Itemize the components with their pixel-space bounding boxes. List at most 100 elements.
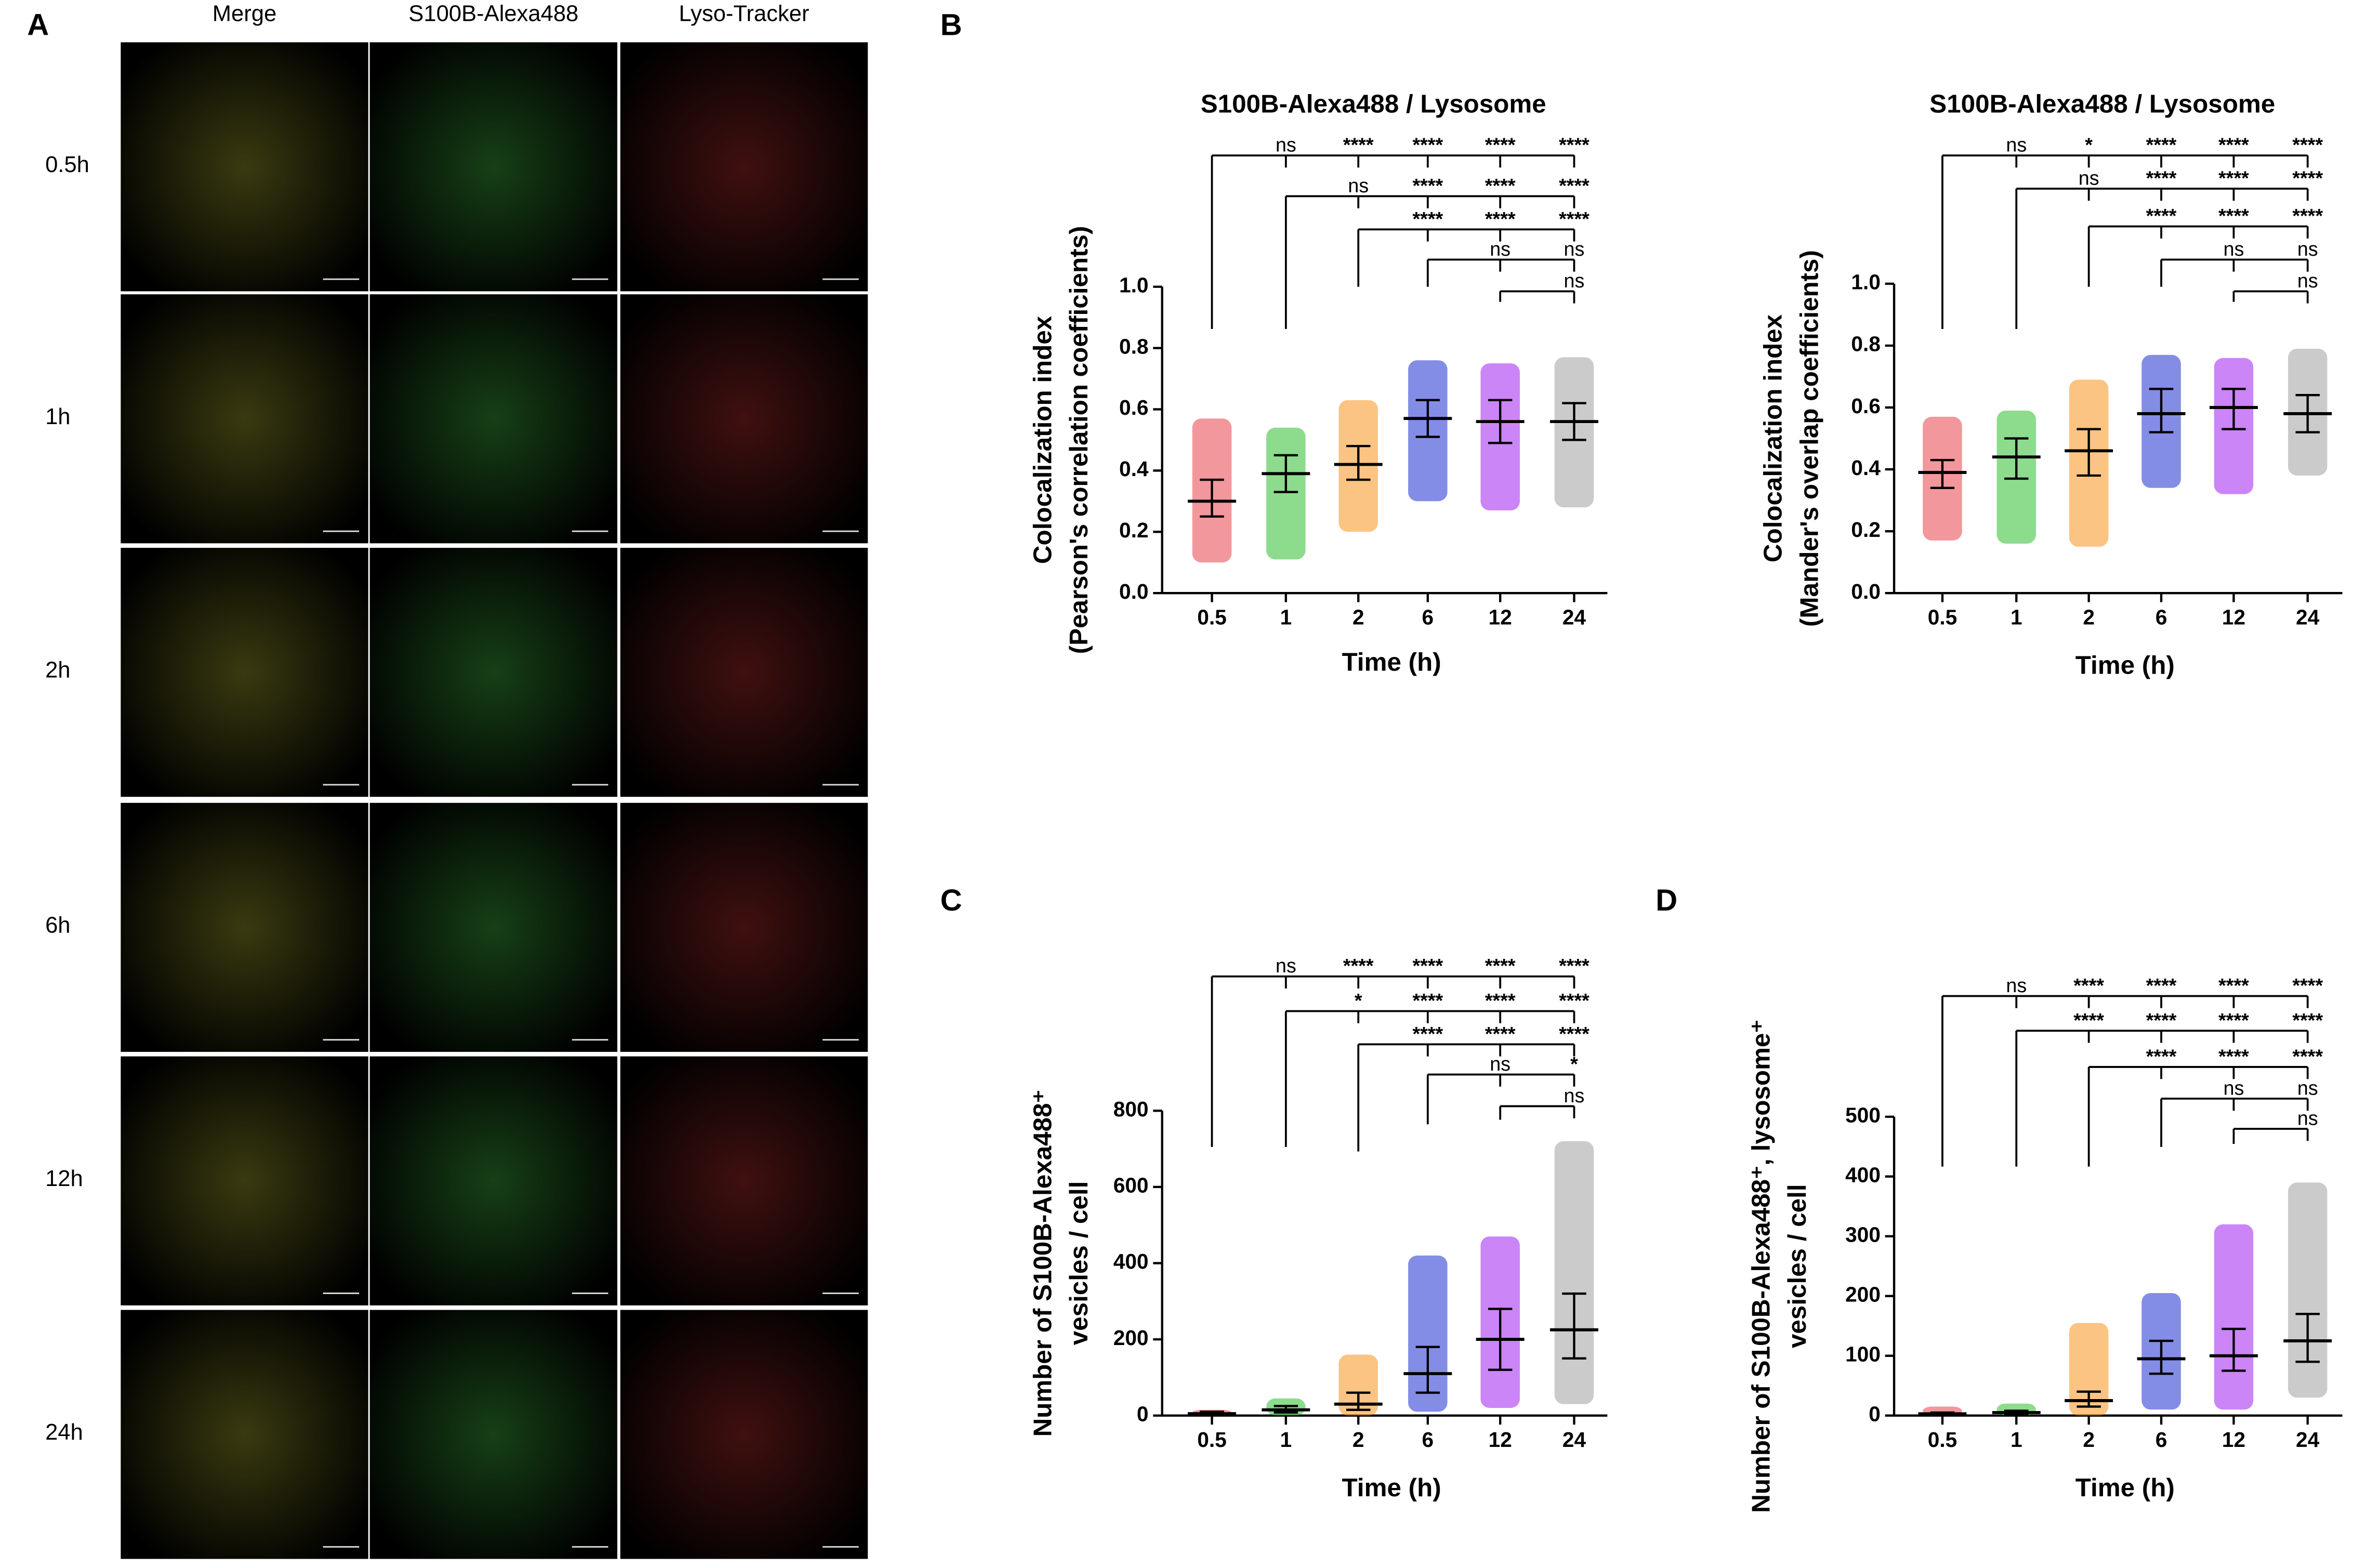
- y-axis-label: (Pearson's correlation coefficients): [1065, 226, 1093, 654]
- significance-label: ****: [1412, 990, 1443, 1011]
- significance-label: ****: [2146, 167, 2177, 189]
- y-axis-label: vesicles / cell: [1783, 1184, 1811, 1348]
- row-label: 0.5h: [45, 152, 89, 177]
- x-axis-label: Time (h): [2075, 651, 2175, 679]
- significance-label: ns: [2297, 1108, 2318, 1129]
- significance-label: ****: [2218, 1045, 2249, 1067]
- panel-label: D: [1656, 884, 1677, 917]
- micrograph: [620, 294, 868, 544]
- significance-label: ****: [1485, 208, 1516, 230]
- significance-label: ****: [2218, 1009, 2249, 1031]
- micrograph: [370, 1310, 617, 1559]
- y-tick-label: 0.0: [1119, 579, 1149, 603]
- significance-label: ****: [1485, 1023, 1516, 1045]
- significance-label: ****: [2292, 974, 2323, 996]
- x-axis-label: Time (h): [1342, 1473, 1441, 1502]
- micrograph: [121, 1310, 369, 1559]
- y-tick-label: 200: [1113, 1326, 1149, 1350]
- significance-label: ****: [2292, 1009, 2323, 1031]
- significance-label: ns: [2223, 1077, 2244, 1099]
- significance-label: ****: [2292, 134, 2323, 156]
- x-tick-label: 24: [2296, 605, 2320, 629]
- micrograph: [370, 42, 617, 292]
- panel-label: A: [27, 8, 49, 42]
- significance-label: ns: [1564, 1085, 1585, 1106]
- x-tick-label: 6: [1422, 1428, 1434, 1452]
- x-tick-label: 2: [2083, 1428, 2095, 1452]
- significance-label: ****: [2146, 134, 2177, 156]
- significance-label: ns: [2006, 134, 2027, 156]
- significance-label: ****: [1559, 208, 1589, 230]
- column-header: Lyso-Tracker: [679, 2, 809, 27]
- y-tick-label: 0.2: [1851, 518, 1881, 542]
- y-tick-label: 0: [1137, 1402, 1149, 1426]
- significance-label: ns: [2079, 167, 2099, 189]
- x-tick-label: 2: [1352, 1428, 1364, 1452]
- x-tick-label: 1: [2011, 605, 2022, 629]
- significance-label: ****: [1343, 134, 1374, 156]
- chart-title: S100B-Alexa488 / Lysosome: [1201, 89, 1546, 118]
- x-tick-label: 24: [1562, 1428, 1586, 1452]
- y-axis-label: Number of S100B-Alexa488⁺, lysosome⁺: [1746, 1020, 1775, 1513]
- micrograph: [370, 548, 617, 797]
- y-axis-label: Number of S100B-Alexa488⁺: [1028, 1089, 1057, 1437]
- significance-label: ****: [1343, 955, 1374, 977]
- significance-label: ****: [1412, 1023, 1443, 1045]
- row-label: 6h: [45, 913, 70, 938]
- x-tick-label: 2: [2083, 605, 2095, 629]
- chart-title: S100B-Alexa488 / Lysosome: [1929, 89, 2275, 118]
- x-tick-label: 2: [1352, 605, 1364, 629]
- y-tick-label: 500: [1845, 1103, 1881, 1127]
- y-tick-label: 0.4: [1851, 456, 1881, 480]
- y-axis-label: Colocalization index: [1759, 314, 1788, 562]
- x-tick-label: 12: [1489, 605, 1512, 629]
- y-tick-label: 0: [1869, 1402, 1881, 1426]
- y-tick-label: 300: [1845, 1222, 1881, 1246]
- data-spread: [2288, 1182, 2328, 1398]
- y-tick-label: 0.6: [1119, 396, 1149, 419]
- column-header: Merge: [213, 2, 277, 27]
- micrograph: [620, 42, 868, 292]
- data-spread: [1266, 427, 1306, 560]
- significance-label: ****: [1412, 175, 1443, 196]
- micrograph: [121, 548, 369, 797]
- significance-label: ****: [1559, 134, 1589, 156]
- significance-label: ns: [1276, 955, 1296, 977]
- micrograph: [121, 294, 369, 544]
- panel-label: C: [940, 884, 962, 917]
- micrograph: [620, 1310, 868, 1559]
- significance-label: ns: [1490, 1053, 1510, 1075]
- significance-label: ns: [2006, 974, 2027, 996]
- y-tick-label: 0.0: [1851, 579, 1881, 603]
- significance-label: ****: [2073, 974, 2104, 996]
- significance-label: ****: [1485, 955, 1516, 977]
- y-axis-label: Colocalization index: [1028, 315, 1057, 564]
- x-tick-label: 12: [2222, 605, 2245, 629]
- significance-label: ****: [1485, 134, 1516, 156]
- significance-label: ****: [2073, 1009, 2104, 1031]
- significance-label: ns: [1276, 134, 1296, 156]
- y-tick-label: 0.8: [1119, 334, 1149, 358]
- y-tick-label: 400: [1113, 1249, 1149, 1273]
- data-spread: [1338, 1354, 1378, 1416]
- x-tick-label: 6: [2156, 1428, 2167, 1452]
- y-tick-label: 0.4: [1119, 457, 1149, 481]
- data-spread: [1554, 1141, 1594, 1404]
- micrograph: [121, 42, 369, 292]
- significance-label: *: [2085, 134, 2093, 156]
- significance-label: ****: [2146, 1009, 2177, 1031]
- significance-label: ns: [2297, 1077, 2318, 1099]
- significance-label: ****: [2218, 974, 2249, 996]
- x-tick-label: 1: [1280, 605, 1292, 629]
- significance-label: ns: [1564, 270, 1585, 292]
- x-tick-label: 6: [2156, 605, 2167, 629]
- significance-label: ****: [1485, 990, 1516, 1011]
- x-axis-label: Time (h): [2075, 1473, 2175, 1502]
- row-label: 12h: [45, 1166, 83, 1191]
- significance-label: ****: [1559, 1023, 1589, 1045]
- significance-label: ****: [2218, 167, 2249, 189]
- significance-label: ****: [2146, 1045, 2177, 1067]
- significance-label: ****: [2292, 167, 2323, 189]
- x-tick-label: 0.5: [1928, 605, 1957, 629]
